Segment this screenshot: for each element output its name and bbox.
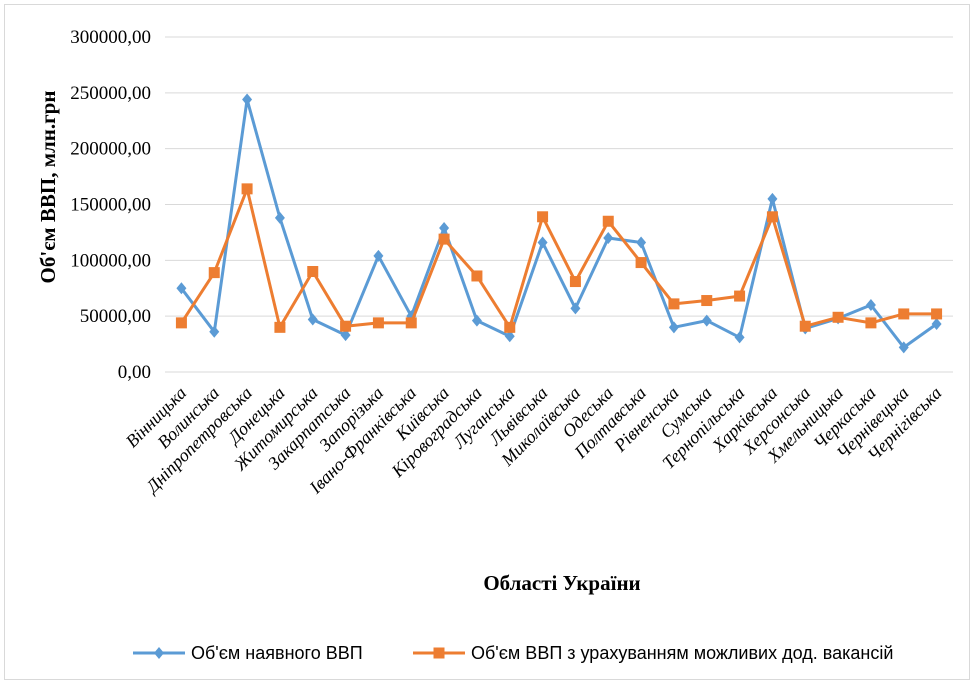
legend-item: Об'єм наявного ВВП — [133, 643, 363, 663]
data-point — [274, 321, 286, 333]
data-point — [636, 236, 647, 249]
series-line — [180, 187, 937, 329]
y-tick-label: 300000,00 — [70, 27, 151, 48]
data-point — [471, 270, 483, 282]
data-point — [668, 321, 679, 334]
data-point — [537, 211, 549, 223]
series-1 — [176, 93, 942, 354]
x-axis-title: Області України — [483, 571, 640, 595]
data-point — [701, 314, 712, 327]
data-point — [373, 249, 384, 262]
data-point — [865, 317, 877, 329]
data-point — [569, 276, 581, 288]
data-point — [405, 317, 417, 329]
legend-marker — [154, 647, 164, 659]
data-point — [340, 329, 351, 342]
data-point — [701, 295, 713, 307]
data-point — [307, 266, 319, 277]
y-tick-label: 250000,00 — [70, 83, 151, 104]
data-point — [570, 302, 581, 315]
series-2 — [175, 183, 943, 333]
y-tick-label: 150000,00 — [70, 195, 151, 216]
legend-marker — [433, 647, 445, 659]
data-point — [340, 320, 352, 332]
data-point — [931, 317, 942, 330]
y-tick-label: 50000,00 — [80, 306, 151, 327]
data-point — [176, 282, 187, 295]
line-chart: 0,00 50000,00 100000,00 150000,00 200000,00 2… — [36, 27, 953, 663]
data-point — [175, 317, 187, 329]
data-point — [307, 313, 318, 326]
y-tick-label: 100000,00 — [70, 250, 151, 271]
data-point — [635, 257, 647, 269]
y-axis-title: Об'єм ВВП, млн.грн — [36, 91, 60, 284]
data-point — [537, 236, 548, 249]
data-point — [734, 290, 746, 302]
data-point — [241, 183, 253, 195]
legend-label: Об'єм наявного ВВП — [191, 643, 363, 663]
legend: Об'єм наявного ВВП Об'єм ВВП з урахування… — [133, 643, 893, 663]
data-point — [766, 211, 778, 223]
data-point — [832, 311, 844, 323]
data-point — [504, 321, 516, 333]
gridlines — [165, 36, 953, 373]
data-point — [734, 331, 745, 344]
data-point — [898, 341, 909, 354]
y-tick-label: 200000,00 — [70, 139, 151, 160]
legend-item: Об'єм ВВП з урахуванням можливих дод. ва… — [413, 643, 893, 663]
data-point — [242, 93, 253, 106]
data-point — [602, 215, 614, 227]
y-axis-ticks: 0,00 50000,00 100000,00 150000,00 200000,00 2… — [70, 27, 151, 383]
series-line — [180, 98, 938, 349]
data-point — [865, 299, 876, 311]
data-point — [668, 298, 680, 310]
data-point — [504, 330, 515, 343]
data-point — [274, 211, 285, 224]
data-point — [438, 233, 450, 245]
data-point — [471, 314, 482, 327]
data-point — [208, 267, 220, 279]
data-point — [767, 192, 778, 205]
data-point — [799, 320, 811, 332]
legend-label: Об'єм ВВП з урахуванням можливих дод. ва… — [471, 643, 893, 663]
x-axis-ticks: ВінницькаВолинськаДніпропетровськаДонець… — [122, 383, 946, 498]
data-point — [603, 232, 614, 244]
series-group — [175, 93, 943, 354]
y-tick-label: 0,00 — [118, 362, 151, 383]
chart-frame: 0,00 50000,00 100000,00 150000,00 200000,00 2… — [4, 4, 970, 680]
data-point — [439, 221, 450, 234]
data-point — [898, 308, 910, 320]
data-point — [209, 325, 220, 338]
data-point — [372, 317, 384, 329]
data-point — [931, 308, 943, 320]
